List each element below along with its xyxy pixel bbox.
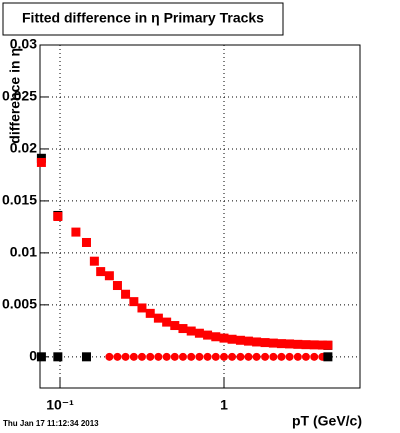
marker (105, 352, 114, 361)
marker (252, 337, 262, 347)
marker (317, 340, 327, 350)
y-tick-label: 0 (29, 348, 37, 364)
y-tick-label: 0.02 (10, 140, 37, 156)
marker (293, 352, 302, 361)
marker (277, 352, 286, 361)
marker (129, 352, 138, 361)
marker (268, 338, 278, 348)
y-tick-label: 0.01 (10, 244, 37, 260)
marker (96, 267, 106, 277)
marker (121, 352, 130, 361)
marker (220, 352, 229, 361)
marker (235, 335, 245, 345)
marker (228, 352, 237, 361)
marker (301, 340, 311, 350)
y-tick-label: 0.015 (2, 192, 37, 208)
marker (301, 352, 310, 361)
marker (227, 334, 237, 344)
marker (121, 289, 131, 299)
marker (186, 326, 196, 336)
marker (269, 352, 278, 361)
marker (178, 324, 188, 334)
chart-title: Fitted difference in η Primary Tracks (22, 10, 264, 26)
marker (154, 352, 163, 361)
x-tick-label: 10⁻¹ (46, 397, 74, 413)
marker (36, 157, 46, 167)
marker (89, 256, 99, 266)
marker (203, 330, 213, 340)
marker (53, 212, 63, 221)
marker (261, 352, 270, 361)
marker (104, 271, 114, 281)
marker (211, 332, 221, 342)
y-tick-label: 0.005 (2, 296, 37, 312)
marker (153, 313, 163, 323)
marker (309, 340, 319, 350)
marker (211, 352, 220, 361)
y-axis-label: difference in η (7, 48, 23, 144)
marker (243, 336, 253, 346)
marker (137, 303, 147, 313)
marker (236, 352, 245, 361)
marker (113, 352, 122, 361)
marker (323, 340, 333, 350)
marker (162, 317, 172, 327)
marker (170, 352, 179, 361)
marker (195, 352, 204, 361)
marker (81, 352, 91, 362)
marker (162, 352, 171, 361)
marker (36, 352, 46, 362)
marker (252, 352, 261, 361)
marker (170, 321, 180, 331)
marker (71, 227, 81, 237)
marker (187, 352, 196, 361)
marker (293, 339, 303, 349)
x-axis-label: pT (GeV/c) (292, 413, 362, 429)
marker (137, 352, 146, 361)
marker (323, 352, 333, 362)
timestamp: Thu Jan 17 11:12:34 2013 (3, 419, 99, 428)
marker (145, 308, 155, 318)
title-box (2, 2, 284, 36)
marker (285, 352, 294, 361)
marker (112, 281, 122, 291)
plot-area: 10⁻¹ 1 0 0.005 0.01 0.015 0.02 0.025 0.03 (2, 36, 360, 413)
marker (260, 338, 270, 348)
marker (285, 339, 295, 349)
x-tick-label: 1 (220, 397, 228, 413)
marker (129, 297, 139, 307)
marker (276, 339, 286, 349)
marker (178, 352, 187, 361)
marker (146, 352, 155, 361)
marker (244, 352, 253, 361)
marker (53, 352, 63, 362)
marker (219, 333, 229, 343)
y-tick-label: 0.03 (10, 36, 37, 52)
marker (310, 352, 319, 361)
marker (203, 352, 212, 361)
y-tick-label: 0.025 (2, 88, 37, 104)
marker (81, 237, 91, 247)
marker (194, 328, 204, 338)
